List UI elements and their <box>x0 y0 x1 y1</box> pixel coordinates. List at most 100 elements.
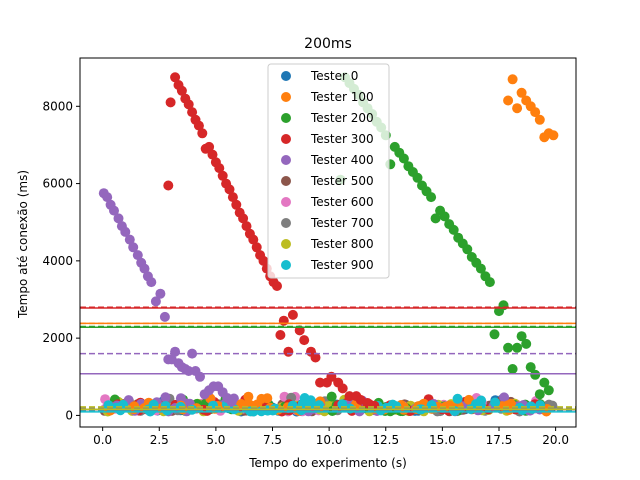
data-point <box>299 335 310 346</box>
data-point <box>490 397 501 408</box>
legend-label: Tester 100 <box>310 90 374 104</box>
y-axis-label: Tempo até conexão (ms) <box>16 170 30 319</box>
legend-marker <box>281 176 291 186</box>
x-tick-label: 12.5 <box>372 433 399 447</box>
data-point <box>499 392 510 403</box>
legend-marker <box>281 239 291 249</box>
data-point <box>102 192 113 203</box>
x-tick-label: 10.0 <box>316 433 343 447</box>
x-tick-label: 2.5 <box>150 433 169 447</box>
data-point <box>139 263 150 274</box>
legend-label: Tester 800 <box>310 237 374 251</box>
data-point <box>227 192 238 203</box>
x-tick-label: 20.0 <box>542 433 569 447</box>
legend-marker <box>281 218 291 228</box>
data-point <box>187 107 198 118</box>
axes: 0.0 2.5 5.0 7.5 10.0 12.5 15.0 17.5 20.0 0 2000 400… <box>42 57 577 447</box>
data-point <box>272 281 282 291</box>
data-point <box>310 352 321 363</box>
data-point <box>183 99 194 110</box>
data-point <box>476 395 487 406</box>
data-point <box>163 180 174 191</box>
data-point <box>176 85 187 96</box>
data-point <box>243 391 254 402</box>
legend-label: Tester 500 <box>310 174 374 188</box>
data-point <box>165 97 176 108</box>
legend-label: Tester 0 <box>310 69 358 83</box>
data-point <box>278 315 289 326</box>
data-point <box>498 300 509 311</box>
data-point <box>197 128 208 139</box>
data-point <box>132 250 143 261</box>
data-point <box>534 114 545 125</box>
data-point <box>155 288 166 299</box>
legend-label: Tester 700 <box>310 216 374 230</box>
legend-label: Tester 900 <box>310 258 374 272</box>
data-point <box>484 277 495 288</box>
y-tick-label: 0 <box>65 408 73 422</box>
data-point <box>448 224 459 235</box>
data-point <box>150 296 161 307</box>
data-point <box>475 263 486 274</box>
data-point <box>251 242 262 253</box>
data-point <box>238 213 249 224</box>
legend-marker <box>281 92 291 102</box>
x-tick-label: 0.0 <box>93 433 112 447</box>
legend-marker <box>281 71 291 81</box>
legend-marker <box>281 260 291 270</box>
data-point <box>128 242 139 253</box>
data-point <box>507 364 518 374</box>
legend-marker <box>281 134 291 144</box>
data-point <box>530 107 541 118</box>
y-tick-label: 8000 <box>42 99 73 113</box>
data-point <box>539 377 550 388</box>
data-point <box>283 346 294 357</box>
axes-frame <box>79 57 577 428</box>
data-point <box>337 383 348 394</box>
data-point <box>287 309 298 320</box>
chart-title: 200ms <box>304 36 352 52</box>
data-point <box>214 163 225 174</box>
data-point <box>548 130 559 141</box>
data-point <box>231 199 242 210</box>
data-point <box>204 141 215 152</box>
data-point <box>543 385 554 396</box>
data-point <box>426 192 437 203</box>
data-point <box>462 244 473 255</box>
x-tick-label: 7.5 <box>263 433 282 447</box>
x-tick-label: 17.5 <box>486 433 513 447</box>
data-point <box>109 205 119 216</box>
legend-label: Tester 600 <box>310 195 374 209</box>
data-point <box>430 213 441 224</box>
data-point <box>207 149 218 160</box>
data-point <box>120 226 131 237</box>
data-point <box>170 72 181 83</box>
data-point <box>503 95 514 106</box>
data-point <box>521 338 532 349</box>
x-tick-label: 5.0 <box>206 433 225 447</box>
data-point <box>525 362 536 373</box>
data-point <box>226 396 237 407</box>
data-point <box>170 346 181 357</box>
data-point <box>516 331 527 342</box>
data-point <box>412 172 423 183</box>
legend-marker <box>281 113 291 123</box>
legend-box <box>267 63 390 279</box>
data-point <box>512 342 523 353</box>
data-point <box>326 391 337 402</box>
data-point <box>512 103 523 114</box>
data-point <box>159 311 170 322</box>
legend-label: Tester 400 <box>310 153 374 167</box>
data-point <box>507 74 518 85</box>
data-point <box>124 234 135 245</box>
data-point <box>275 330 286 340</box>
legend-label: Tester 300 <box>310 132 374 146</box>
data-point <box>256 393 267 404</box>
y-tick-label: 2000 <box>42 331 73 345</box>
data-point <box>146 277 157 288</box>
x-axis-label: Tempo do experimento (s) <box>248 456 407 470</box>
data-point <box>258 255 269 266</box>
data-point <box>439 211 450 222</box>
legend-marker <box>281 197 291 207</box>
